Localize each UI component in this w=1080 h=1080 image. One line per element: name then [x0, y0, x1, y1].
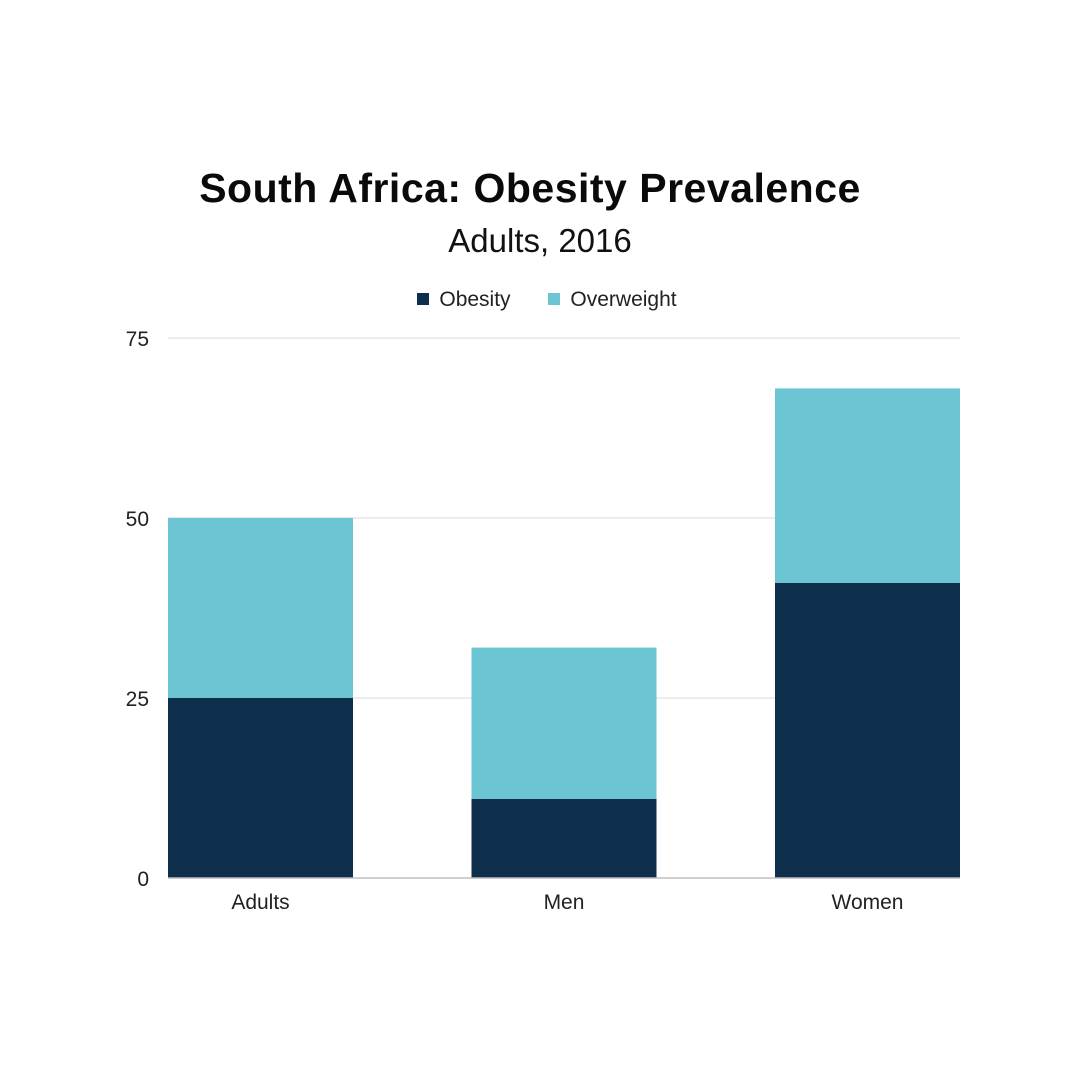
chart-title: South Africa: Obesity Prevalence [199, 165, 861, 211]
bar-adults-obesity [168, 698, 353, 878]
bar-women-obesity [775, 582, 960, 878]
x-tick-label-men: Men [544, 891, 585, 914]
legend-label-overweight: Overweight [570, 288, 677, 311]
y-tick-label-50: 50 [126, 508, 149, 531]
bar-men-obesity [471, 798, 657, 878]
bar-men-overweight [471, 647, 657, 799]
x-tick-label-women: Women [832, 891, 904, 914]
bar-adults-overweight [168, 518, 353, 698]
x-tick-label-adults: Adults [231, 891, 289, 914]
legend-label-obesity: Obesity [439, 288, 511, 311]
legend-item-overweight: Overweight [548, 288, 677, 312]
chart-subtitle: Adults, 2016 [448, 222, 632, 259]
bar-women-overweight [775, 388, 960, 583]
chart-legend: Obesity Overweight [0, 288, 1080, 312]
y-tick-label-75: 75 [126, 328, 149, 351]
y-tick-label-0: 0 [137, 868, 149, 891]
legend-swatch-overweight [548, 293, 561, 305]
legend-swatch-obesity [417, 293, 430, 305]
y-tick-label-25: 25 [126, 688, 149, 711]
legend-item-obesity: Obesity [417, 288, 511, 312]
